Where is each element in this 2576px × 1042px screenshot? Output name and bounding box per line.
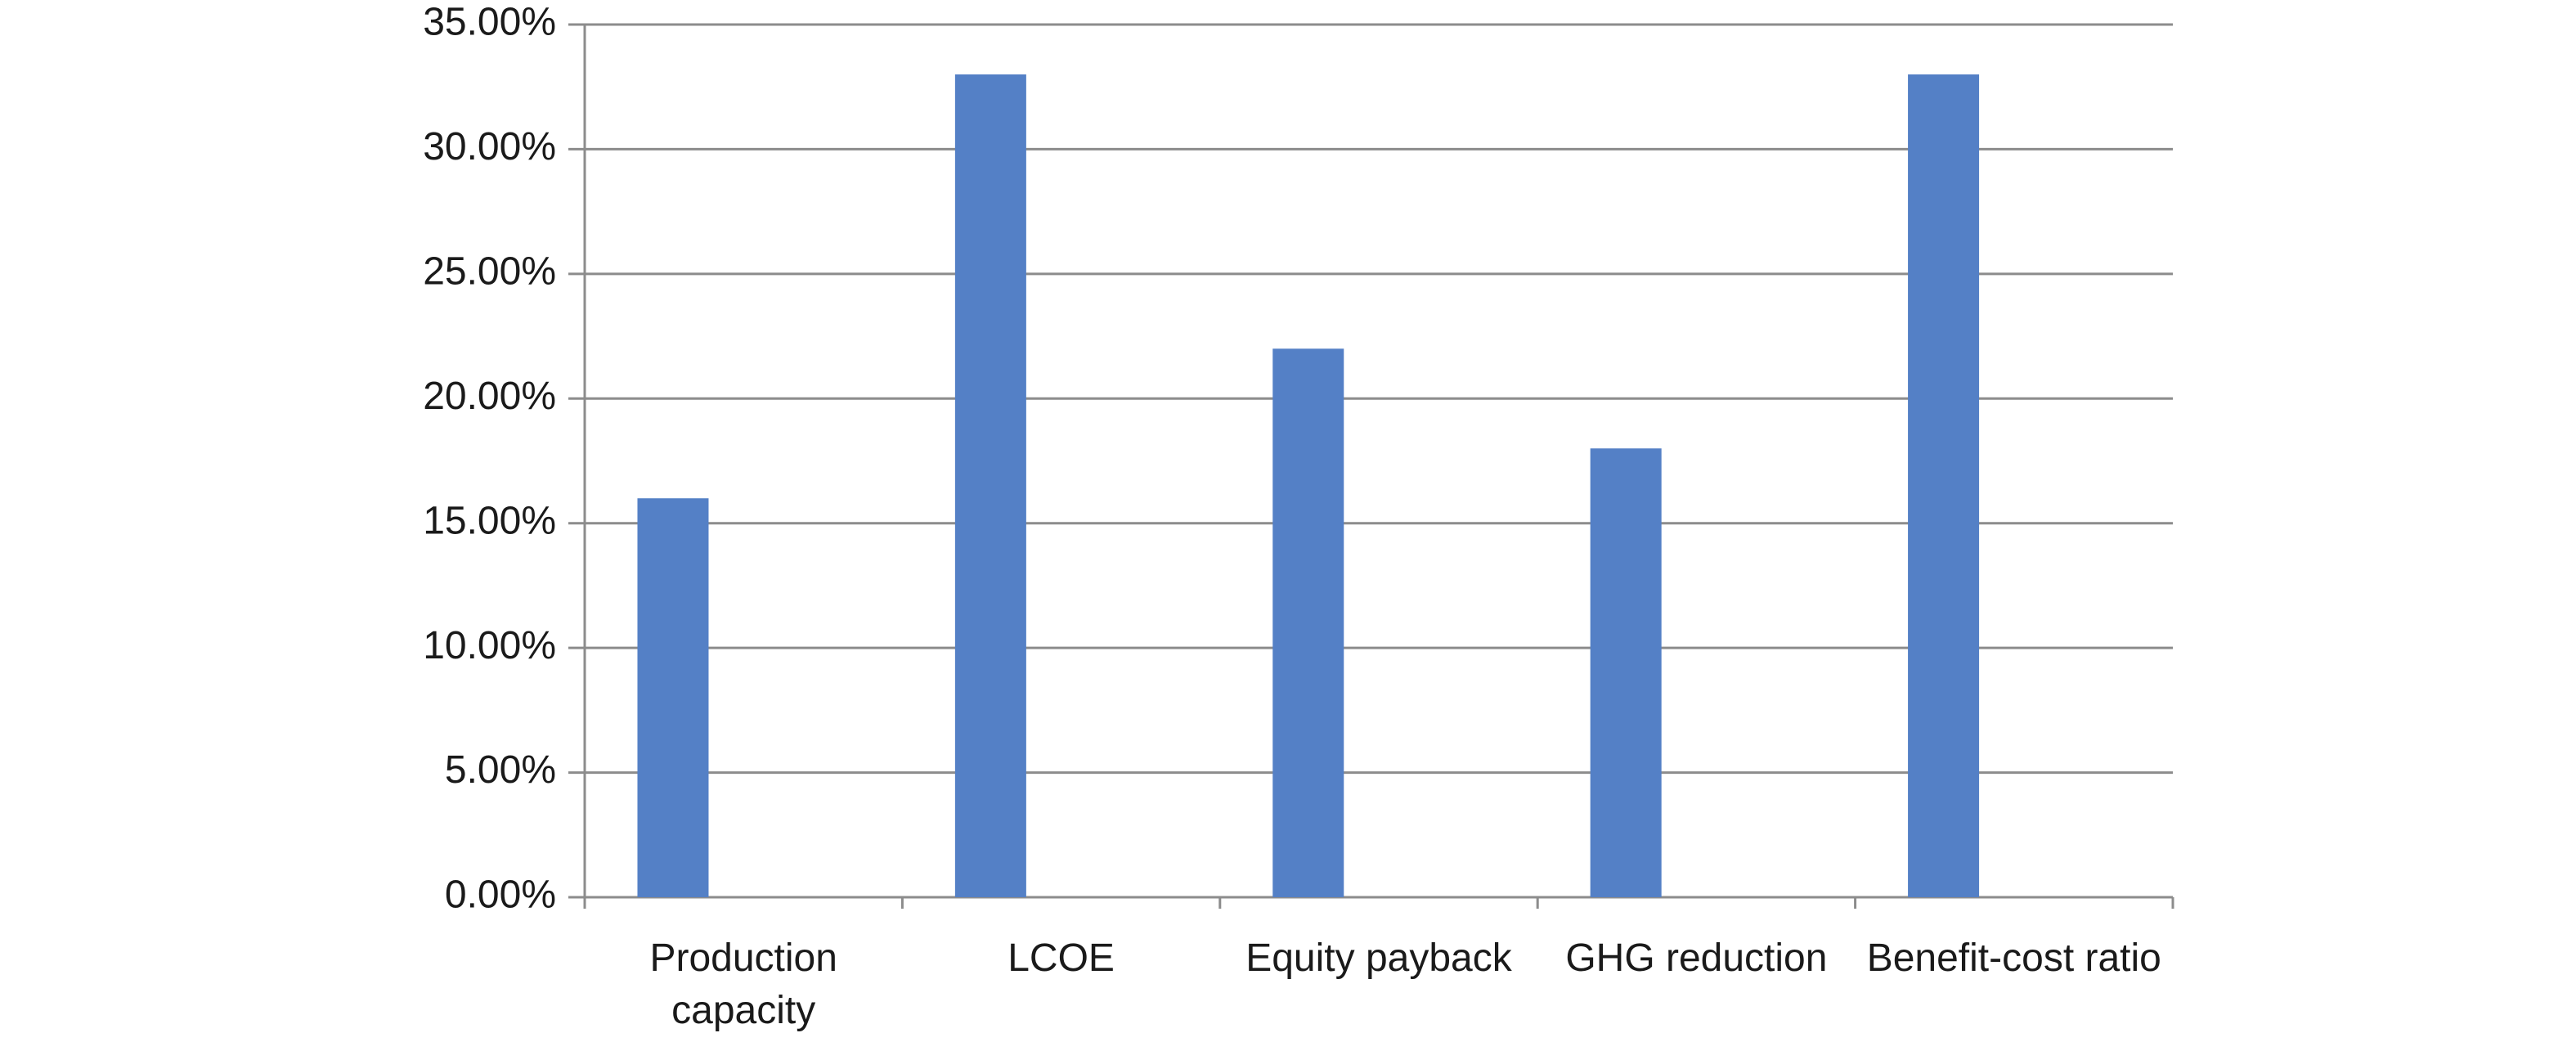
bar [1272,348,1344,897]
x-tick-label: LCOE [1008,936,1115,980]
bar [954,74,1026,897]
y-tick-label: 20.00% [423,375,556,418]
x-tick-label: Equity payback [1245,936,1512,980]
bar [1908,74,1980,897]
y-tick-label: 35.00% [423,1,556,44]
y-tick-label: 25.00% [423,250,556,294]
x-tick-label: Benefit-cost ratio [1866,936,2161,980]
bar [637,498,709,897]
y-tick-label: 10.00% [423,624,556,667]
y-tick-label: 5.00% [445,748,556,792]
y-tick-label: 30.00% [423,125,556,168]
x-tick-label: Production capacity [649,936,837,1032]
bar [1590,448,1662,897]
y-tick-label: 0.00% [445,874,556,917]
x-tick-label: GHG reduction [1565,936,1828,980]
y-tick-label: 15.00% [423,499,556,542]
